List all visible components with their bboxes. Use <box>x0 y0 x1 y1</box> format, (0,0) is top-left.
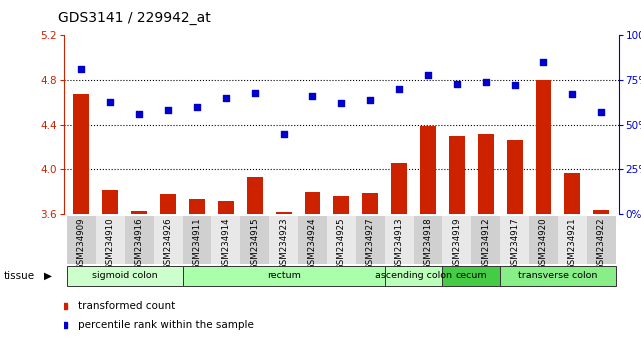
Text: GSM234915: GSM234915 <box>250 217 259 270</box>
Bar <box>442 216 471 264</box>
Text: GSM234927: GSM234927 <box>366 217 375 270</box>
Text: GSM234926: GSM234926 <box>163 217 172 270</box>
Bar <box>500 216 529 264</box>
Text: GSM234917: GSM234917 <box>510 217 519 270</box>
Bar <box>471 216 500 264</box>
Bar <box>413 216 442 264</box>
Text: cecum: cecum <box>456 271 487 280</box>
Bar <box>594 210 609 214</box>
Text: tissue: tissue <box>3 271 35 281</box>
Bar <box>247 177 263 214</box>
Bar <box>356 216 385 264</box>
Bar <box>362 193 378 214</box>
Bar <box>96 216 125 264</box>
Bar <box>391 163 407 214</box>
Bar <box>212 216 240 264</box>
Text: sigmoid colon: sigmoid colon <box>92 271 158 280</box>
Bar <box>535 80 551 214</box>
Point <box>510 82 520 88</box>
Point <box>481 79 491 85</box>
Point <box>249 90 260 96</box>
Text: GSM234922: GSM234922 <box>597 217 606 270</box>
Text: GSM234918: GSM234918 <box>424 217 433 270</box>
Bar <box>67 266 183 286</box>
Point <box>452 81 462 86</box>
Point <box>221 95 231 101</box>
Bar <box>67 216 96 264</box>
Point <box>423 72 433 78</box>
Text: GSM234913: GSM234913 <box>395 217 404 270</box>
Bar <box>500 266 615 286</box>
Bar <box>269 216 298 264</box>
Bar <box>442 266 500 286</box>
Text: GSM234925: GSM234925 <box>337 217 346 270</box>
Point <box>105 99 115 104</box>
Point <box>538 59 549 65</box>
Point <box>192 104 202 110</box>
Text: transverse colon: transverse colon <box>518 271 597 280</box>
Point <box>567 92 578 97</box>
Text: transformed count: transformed count <box>78 301 175 311</box>
Bar <box>240 216 269 264</box>
Bar <box>385 216 413 264</box>
Bar <box>333 196 349 214</box>
Bar <box>298 216 327 264</box>
Bar <box>160 194 176 214</box>
Bar <box>131 211 147 214</box>
Point <box>596 109 606 115</box>
Bar <box>587 216 615 264</box>
Bar <box>189 199 205 214</box>
Point <box>336 101 346 106</box>
Bar <box>218 201 234 214</box>
Point <box>76 67 87 72</box>
Bar <box>420 126 436 214</box>
Point <box>365 97 376 103</box>
Text: GSM234909: GSM234909 <box>77 217 86 270</box>
Bar <box>449 136 465 214</box>
Bar <box>478 134 494 214</box>
Bar <box>506 141 522 214</box>
Bar <box>529 216 558 264</box>
Point <box>163 108 173 113</box>
Text: percentile rank within the sample: percentile rank within the sample <box>78 320 254 330</box>
Text: GSM234919: GSM234919 <box>453 217 462 270</box>
Text: GSM234923: GSM234923 <box>279 217 288 270</box>
Text: GSM234914: GSM234914 <box>221 217 230 270</box>
Text: GSM234921: GSM234921 <box>568 217 577 270</box>
Bar <box>385 266 442 286</box>
Text: rectum: rectum <box>267 271 301 280</box>
Bar <box>103 190 118 214</box>
Point <box>278 131 288 137</box>
Text: GSM234911: GSM234911 <box>192 217 201 270</box>
Bar <box>276 212 292 214</box>
Text: GSM234912: GSM234912 <box>481 217 490 270</box>
Point <box>394 86 404 92</box>
Point <box>134 111 144 117</box>
Bar <box>327 216 356 264</box>
Bar <box>565 173 580 214</box>
Point <box>307 93 317 99</box>
Bar <box>304 192 320 214</box>
Text: GSM234916: GSM234916 <box>135 217 144 270</box>
Bar <box>125 216 154 264</box>
Bar <box>74 93 89 214</box>
Text: GDS3141 / 229942_at: GDS3141 / 229942_at <box>58 11 210 25</box>
Text: GSM234924: GSM234924 <box>308 217 317 270</box>
Text: ▶: ▶ <box>44 271 51 281</box>
Bar <box>183 216 212 264</box>
Text: GSM234920: GSM234920 <box>539 217 548 270</box>
Bar <box>558 216 587 264</box>
Text: ascending colon: ascending colon <box>375 271 452 280</box>
Bar <box>183 266 385 286</box>
Bar <box>154 216 183 264</box>
Text: GSM234910: GSM234910 <box>106 217 115 270</box>
